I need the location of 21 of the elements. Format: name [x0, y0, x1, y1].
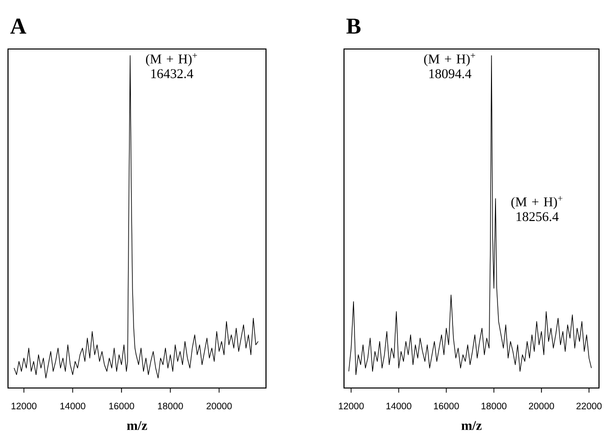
- annotation: 18094.4: [429, 69, 472, 78]
- x-axis-title: m/z: [461, 421, 482, 430]
- annotation: 16432.4: [151, 69, 194, 78]
- x-tick-label: 12000: [12, 402, 36, 410]
- x-tick-label: 16000: [109, 402, 134, 410]
- annotation: (M + H)$^{+}$: [424, 53, 476, 66]
- x-tick-label: 18000: [158, 402, 183, 410]
- x-tick-label: 18000: [482, 402, 506, 410]
- annotation: (M + H)$^{+}$: [511, 196, 562, 210]
- x-tick-label: 14000: [60, 402, 86, 410]
- x-tick-label: 20000: [528, 402, 554, 410]
- annotation: 18256.4: [516, 212, 559, 222]
- annotation: (M + H)$^{+}$: [146, 53, 197, 66]
- x-tick-label: 22000: [576, 402, 602, 410]
- chart-title: A: [10, 18, 26, 34]
- x-tick-label: 12000: [338, 402, 364, 410]
- chart-title: B: [346, 18, 361, 34]
- x-tick-label: 14000: [386, 402, 412, 410]
- x-tick-label: 16000: [434, 402, 459, 410]
- x-tick-label: 20000: [206, 402, 232, 410]
- x-axis-title: m/z: [126, 421, 148, 430]
